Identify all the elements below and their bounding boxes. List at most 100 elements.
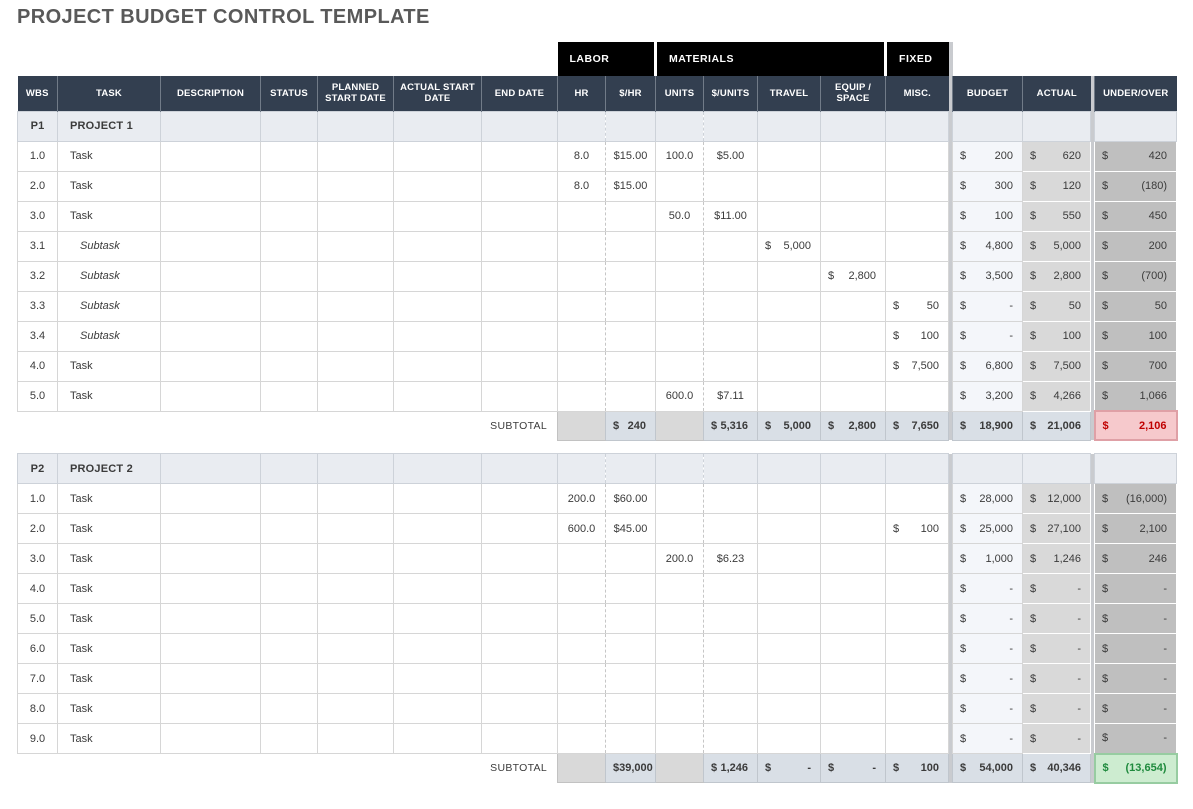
cell-end_date[interactable]: [481, 350, 558, 382]
cell-task[interactable]: Task: [57, 543, 161, 574]
cell-budget[interactable]: $ -: [952, 723, 1023, 754]
cell-travel[interactable]: [757, 723, 821, 754]
cell-wbs[interactable]: 7.0: [17, 663, 58, 694]
cell-equip[interactable]: [820, 483, 886, 514]
cell-description[interactable]: [160, 200, 261, 232]
cell-hr[interactable]: [557, 573, 606, 604]
cell-description[interactable]: [160, 260, 261, 292]
cell-units[interactable]: [655, 513, 704, 544]
cell-travel[interactable]: [757, 633, 821, 664]
cell-misc[interactable]: [885, 110, 950, 142]
cell-budget[interactable]: [952, 453, 1023, 484]
cell-equip[interactable]: [819, 350, 887, 382]
cell-task[interactable]: Task: [57, 723, 161, 754]
cell-misc[interactable]: [885, 170, 950, 202]
cell-equip[interactable]: [820, 453, 886, 484]
cell-budget[interactable]: $ -: [952, 573, 1023, 604]
cell-task[interactable]: Task: [57, 170, 161, 202]
cell-equip[interactable]: [820, 693, 886, 724]
cell-actual_start[interactable]: [393, 200, 482, 232]
cell-end_date[interactable]: [481, 170, 558, 202]
cell-wbs[interactable]: 4.0: [17, 350, 58, 382]
cell-rate[interactable]: [605, 723, 656, 754]
cell-budget[interactable]: $ -: [952, 693, 1023, 724]
cell-actual[interactable]: $7,500: [1022, 350, 1092, 382]
cell-misc[interactable]: [885, 483, 949, 514]
cell-end_date[interactable]: [481, 603, 558, 634]
subtotal-unit_cost-cell[interactable]: $1,246: [703, 753, 758, 783]
cell-task[interactable]: Task: [57, 200, 161, 232]
cell-task[interactable]: Task: [57, 663, 161, 694]
cell-actual_start[interactable]: [393, 603, 482, 634]
cell-unit_cost[interactable]: [703, 230, 758, 262]
cell-unit_cost[interactable]: [703, 723, 758, 754]
cell-description[interactable]: [160, 230, 261, 262]
cell-budget[interactable]: $ -: [952, 663, 1023, 694]
cell-status[interactable]: [260, 230, 318, 262]
cell-task[interactable]: Task: [57, 693, 161, 724]
cell-actual_start[interactable]: [393, 453, 482, 484]
cell-actual[interactable]: $ -: [1022, 663, 1091, 694]
cell-units[interactable]: [655, 483, 704, 514]
cell-hr[interactable]: [557, 693, 606, 724]
cell-description[interactable]: [160, 603, 261, 634]
cell-unit_cost[interactable]: [703, 290, 758, 322]
subtotal-rate-cell[interactable]: $39,000: [605, 753, 656, 783]
cell-description[interactable]: [160, 290, 261, 322]
cell-misc[interactable]: [885, 633, 949, 664]
cell-unit_cost[interactable]: [703, 110, 758, 142]
cell-task[interactable]: Task: [57, 633, 161, 664]
cell-budget[interactable]: $ -: [952, 290, 1024, 322]
cell-status[interactable]: [260, 200, 318, 232]
cell-actual[interactable]: $12,000: [1022, 483, 1091, 514]
cell-planned_start[interactable]: [317, 603, 394, 634]
cell-misc[interactable]: $50: [885, 290, 950, 322]
cell-planned_start[interactable]: [317, 453, 394, 484]
cell-equip[interactable]: [819, 110, 887, 142]
subtotal-under-over-cell[interactable]: $2,106: [1093, 410, 1178, 441]
cell-description[interactable]: [160, 543, 261, 574]
cell-status[interactable]: [260, 573, 318, 604]
cell-equip[interactable]: $2,800: [819, 260, 887, 292]
cell-task[interactable]: Task: [57, 603, 161, 634]
project-name-cell[interactable]: PROJECT 1: [57, 110, 161, 142]
subtotal-travel-cell[interactable]: $ -: [757, 753, 821, 783]
cell-end_date[interactable]: [481, 663, 558, 694]
cell-misc[interactable]: $100: [885, 320, 950, 352]
cell-actual_start[interactable]: [393, 350, 482, 382]
cell-description[interactable]: [160, 380, 261, 412]
cell-unit_cost[interactable]: $5.00: [703, 140, 758, 172]
cell-status[interactable]: [260, 543, 318, 574]
cell-budget[interactable]: $28,000: [952, 483, 1023, 514]
cell-wbs[interactable]: 3.0: [17, 200, 58, 232]
cell-task[interactable]: Task: [57, 380, 161, 412]
cell-planned_start[interactable]: [317, 543, 394, 574]
cell-hr[interactable]: [557, 290, 606, 322]
cell-end_date[interactable]: [481, 110, 558, 142]
cell-equip[interactable]: [819, 140, 887, 172]
cell-budget[interactable]: $3,200: [952, 380, 1024, 412]
cell-status[interactable]: [260, 110, 318, 142]
cell-actual_start[interactable]: [393, 663, 482, 694]
cell-unit_cost[interactable]: [703, 453, 758, 484]
subtotal-actual-cell[interactable]: $40,346: [1022, 753, 1091, 783]
cell-equip[interactable]: [820, 543, 886, 574]
cell-travel[interactable]: [757, 200, 821, 232]
cell-actual_start[interactable]: [393, 230, 482, 262]
cell-hr[interactable]: 8.0: [557, 170, 606, 202]
cell-rate[interactable]: [605, 633, 656, 664]
cell-budget[interactable]: $ -: [952, 603, 1023, 634]
cell-actual[interactable]: $4,266: [1022, 380, 1092, 412]
subtotal-unit_cost-cell[interactable]: $5,316: [703, 410, 758, 441]
cell-actual[interactable]: $100: [1022, 320, 1092, 352]
project-id-cell[interactable]: P2: [17, 453, 58, 484]
cell-travel[interactable]: [757, 350, 821, 382]
cell-equip[interactable]: [819, 380, 887, 412]
subtotal-travel-cell[interactable]: $5,000: [757, 410, 821, 441]
cell-hr[interactable]: [557, 663, 606, 694]
cell-end_date[interactable]: [481, 483, 558, 514]
cell-actual[interactable]: $50: [1022, 290, 1092, 322]
cell-actual_start[interactable]: [393, 380, 482, 412]
cell-equip[interactable]: [820, 603, 886, 634]
cell-rate[interactable]: [605, 290, 656, 322]
